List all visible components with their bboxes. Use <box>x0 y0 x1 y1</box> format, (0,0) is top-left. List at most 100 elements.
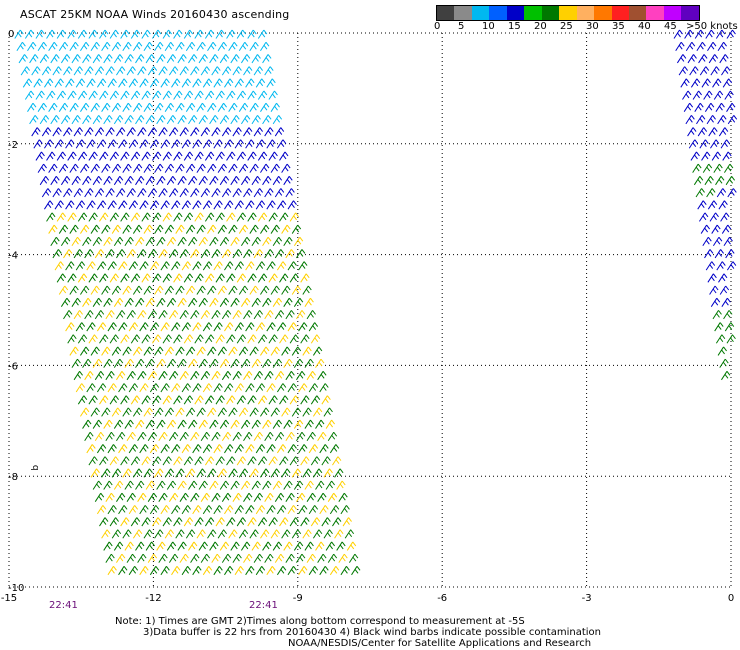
wind-barb <box>101 224 111 234</box>
legend-swatch <box>524 6 542 20</box>
wind-barb <box>22 78 33 88</box>
wind-barb <box>221 371 232 381</box>
wind-barb <box>245 444 255 454</box>
wind-barb <box>251 419 261 429</box>
wind-barb <box>137 66 147 76</box>
wind-barb <box>675 41 685 51</box>
wind-barb <box>147 249 158 259</box>
wind-barb <box>109 90 119 100</box>
wind-barb <box>708 127 718 137</box>
wind-barb <box>202 261 213 271</box>
wind-barb <box>234 261 244 271</box>
wind-barb <box>207 346 217 356</box>
wind-barb <box>69 41 79 51</box>
wind-barb <box>204 151 215 161</box>
wind-barb <box>329 566 340 576</box>
wind-barb <box>200 492 211 502</box>
wind-barb <box>293 358 304 368</box>
wind-barb <box>298 566 308 576</box>
wind-barb <box>325 480 336 490</box>
wind-barb <box>268 334 278 344</box>
wind-barb <box>304 358 314 368</box>
wind-barb <box>65 200 75 210</box>
wind-barb <box>338 492 348 502</box>
wind-barb <box>192 444 202 454</box>
wind-barb <box>264 492 274 502</box>
wind-barb <box>166 175 177 186</box>
x-tick-label: -15 <box>1 593 17 604</box>
wind-barb <box>120 273 130 283</box>
wind-barb <box>183 212 194 222</box>
wind-barb <box>168 431 179 442</box>
wind-barb <box>130 456 141 466</box>
wind-barb <box>156 297 166 307</box>
wind-barb <box>65 322 75 332</box>
wind-barb <box>298 444 308 454</box>
wind-barb <box>323 529 333 539</box>
wind-barb <box>120 456 130 466</box>
wind-barb <box>107 566 117 576</box>
wind-barb <box>213 322 223 332</box>
wind-barb <box>188 54 198 64</box>
wind-barb <box>183 456 194 466</box>
wind-barb <box>315 541 325 551</box>
wind-barb <box>266 261 276 271</box>
wind-barb <box>139 383 149 393</box>
wind-barb <box>145 480 155 490</box>
wind-barb <box>173 212 183 222</box>
wind-barb <box>190 188 200 198</box>
wind-barb <box>705 261 716 271</box>
wind-barb <box>699 139 709 149</box>
wind-barb <box>96 444 107 454</box>
wind-barb <box>202 566 213 576</box>
wind-barb <box>202 383 213 393</box>
wind-barb <box>268 151 278 161</box>
y-tick-label: -6 <box>8 361 18 372</box>
wind-barb <box>257 456 268 466</box>
wind-barb <box>232 188 242 198</box>
x-tick-label: 0 <box>728 593 734 604</box>
wind-barb <box>132 529 143 539</box>
wind-barb <box>143 285 153 295</box>
wind-barb <box>166 297 177 307</box>
wind-barb <box>77 395 88 405</box>
wind-barb <box>188 236 198 247</box>
wind-barb <box>135 115 145 125</box>
wind-barb <box>325 541 336 551</box>
wind-barb <box>71 54 81 64</box>
wind-barb <box>264 249 274 259</box>
wind-barb <box>99 395 109 405</box>
wind-barb <box>255 139 266 149</box>
wind-barb <box>143 468 153 478</box>
footnote-line-3: NOAA/NESDIS/Center for Satellite Applica… <box>288 638 592 649</box>
wind-barb <box>676 54 687 64</box>
wind-barb <box>281 407 291 417</box>
wind-barb <box>135 480 145 490</box>
wind-barb <box>20 66 31 76</box>
wind-barb <box>289 273 299 283</box>
wind-barb <box>708 54 719 64</box>
wind-barb <box>340 505 350 515</box>
wind-barb <box>334 529 344 539</box>
wind-barb <box>266 566 276 576</box>
wind-barb <box>60 297 71 307</box>
wind-barb <box>194 517 204 527</box>
wind-barb <box>69 102 79 112</box>
wind-barb <box>207 41 217 51</box>
wind-barb <box>243 310 253 320</box>
wind-barb <box>714 249 724 259</box>
wind-barb <box>272 297 283 307</box>
wind-barb <box>194 90 204 100</box>
wind-barb <box>272 175 283 186</box>
wind-barb <box>268 395 278 405</box>
wind-barb <box>232 431 242 442</box>
wind-barb <box>58 224 69 234</box>
wind-barb <box>94 310 105 320</box>
wind-barb <box>694 29 705 39</box>
wind-barb <box>245 78 255 88</box>
wind-barb <box>207 407 217 417</box>
wind-barb <box>255 200 266 210</box>
wind-barb <box>124 419 134 429</box>
wind-barb <box>86 322 96 332</box>
wind-barb <box>198 541 208 551</box>
